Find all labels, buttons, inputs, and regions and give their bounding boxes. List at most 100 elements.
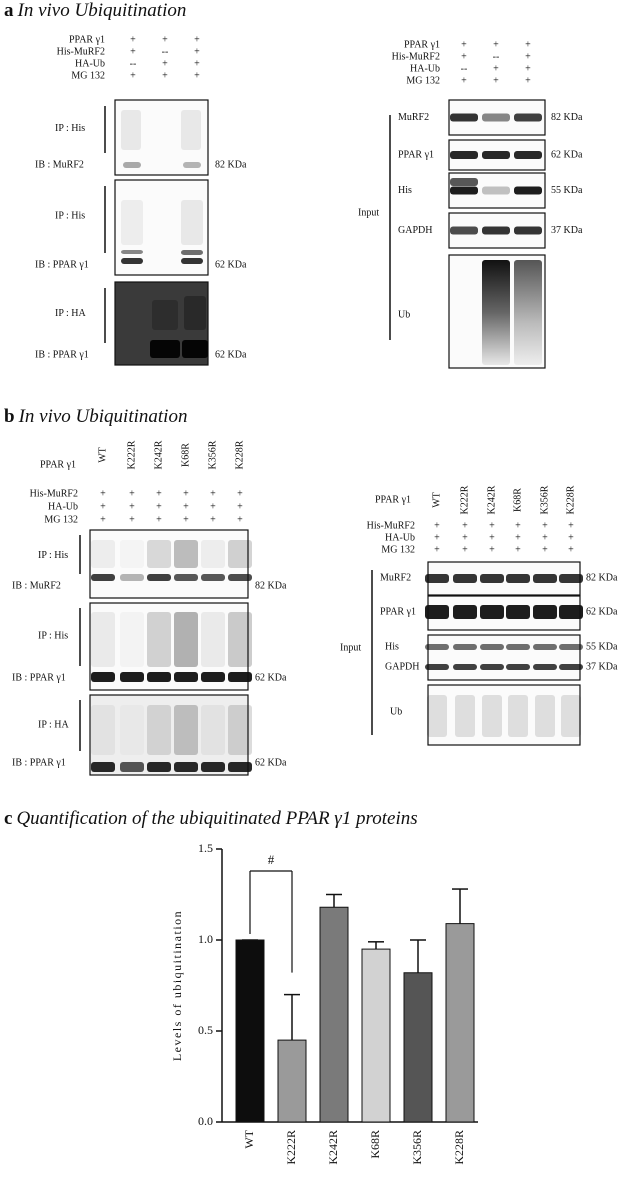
condition-mark: + — [462, 544, 468, 555]
condition-mark: + — [493, 75, 499, 86]
size-label: 82 KDa — [551, 112, 583, 123]
ib-label: IB : MuRF2 — [12, 580, 61, 591]
band — [183, 162, 201, 168]
blot-label: His — [385, 641, 399, 652]
band — [181, 258, 203, 264]
band — [201, 762, 225, 772]
band — [514, 151, 542, 159]
x-tick-label: K68R — [368, 1130, 382, 1159]
condition-mark: + — [100, 488, 106, 499]
band — [228, 612, 252, 667]
band — [535, 695, 555, 737]
band — [147, 574, 171, 581]
band — [506, 605, 530, 619]
band — [514, 260, 542, 365]
condition-mark: + — [434, 544, 440, 555]
condition-mark: + — [156, 501, 162, 512]
band — [482, 226, 510, 235]
condition-mark: + — [542, 520, 548, 531]
group-label: Input — [358, 207, 379, 218]
band — [201, 574, 225, 581]
condition-label: MG 132 — [406, 75, 440, 86]
condition-label: PPAR γ1 — [404, 39, 440, 50]
condition-mark: + — [525, 51, 531, 62]
band — [228, 540, 252, 568]
condition-mark: + — [156, 488, 162, 499]
chart-title-text: Quantification of the ubiquitinated PPAR… — [16, 808, 417, 829]
band — [91, 705, 115, 755]
condition-mark: + — [525, 75, 531, 86]
group-label: Input — [340, 642, 361, 653]
band — [147, 705, 171, 755]
size-label: 62 KDa — [255, 757, 287, 768]
condition-mark: + — [237, 514, 243, 525]
x-tick-label: K242R — [326, 1130, 340, 1165]
panel-label: b — [4, 406, 15, 427]
band — [174, 705, 198, 755]
condition-mark: + — [525, 63, 531, 74]
band — [120, 574, 144, 581]
band — [425, 644, 449, 650]
size-label: 62 KDa — [215, 259, 247, 270]
band — [559, 644, 583, 650]
condition-label: PPAR γ1 — [69, 34, 105, 45]
band — [181, 110, 201, 150]
condition-mark: + — [462, 520, 468, 531]
condition-mark: + — [462, 532, 468, 543]
condition-mark: + — [156, 514, 162, 525]
band — [506, 574, 530, 583]
condition-mark: + — [210, 501, 216, 512]
band — [533, 664, 557, 670]
band — [120, 762, 144, 772]
condition-mark: + — [461, 75, 467, 86]
band — [506, 644, 530, 650]
condition-mark: + — [162, 34, 168, 45]
band — [514, 226, 542, 235]
condition-mark: + — [568, 544, 574, 555]
band — [480, 574, 504, 583]
lane-label: K222R — [459, 485, 470, 514]
band — [482, 260, 510, 365]
band — [147, 612, 171, 667]
lane-header: PPAR γ1 — [375, 494, 411, 505]
condition-mark: + — [542, 532, 548, 543]
band — [533, 574, 557, 583]
band — [506, 664, 530, 670]
band — [91, 574, 115, 581]
condition-mark: -- — [130, 58, 137, 69]
condition-label: His-MuRF2 — [367, 520, 415, 531]
band — [147, 540, 171, 568]
condition-mark: + — [194, 34, 200, 45]
band — [174, 672, 198, 682]
band — [533, 605, 557, 619]
annotation: # — [268, 852, 275, 867]
blot — [427, 684, 581, 746]
blot-label: Ub — [390, 706, 402, 717]
panel-label: c — [4, 808, 12, 829]
lane-label: K68R — [180, 443, 191, 467]
bar — [361, 948, 391, 1123]
band — [480, 644, 504, 650]
x-tick-label: K228R — [452, 1130, 466, 1165]
condition-mark: + — [434, 532, 440, 543]
condition-mark: + — [162, 58, 168, 69]
band — [120, 612, 144, 667]
band — [450, 226, 478, 235]
condition-mark: + — [210, 514, 216, 525]
condition-mark: + — [210, 488, 216, 499]
size-label: 62 KDa — [215, 349, 247, 360]
ib-label: IB : PPAR γ1 — [35, 259, 89, 270]
condition-mark: + — [493, 39, 499, 50]
band — [91, 762, 115, 772]
condition-label: His-MuRF2 — [57, 46, 105, 57]
band — [201, 672, 225, 682]
condition-mark: + — [237, 488, 243, 499]
band — [228, 762, 252, 772]
ib-label: IB : PPAR γ1 — [12, 672, 66, 683]
blot-label: MuRF2 — [380, 572, 411, 583]
band — [425, 664, 449, 670]
band — [480, 605, 504, 619]
band — [121, 250, 143, 254]
condition-label: HA-Ub — [75, 58, 105, 69]
